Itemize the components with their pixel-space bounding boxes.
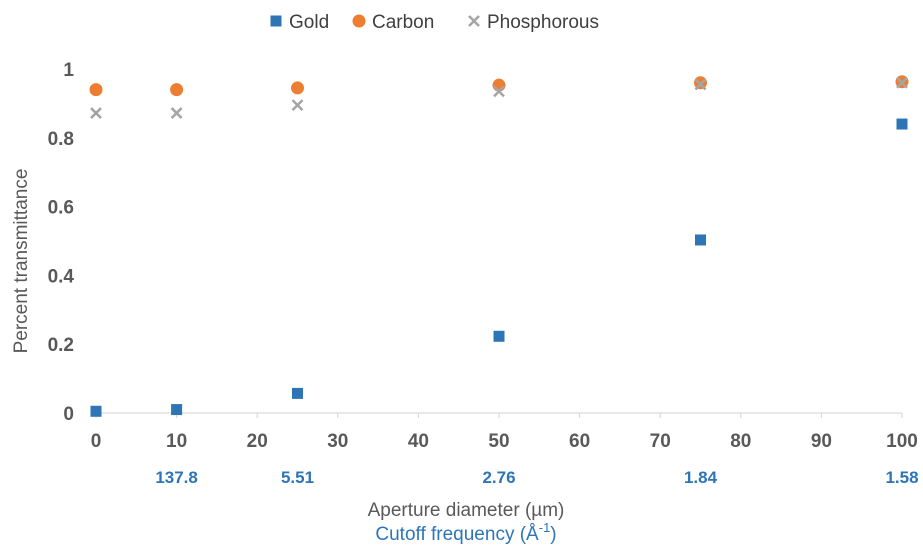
phosphorous-point [493, 85, 505, 98]
y-axis-title: Percent transmittance [11, 169, 32, 354]
x-tick-label: 70 [650, 431, 671, 452]
data-points [89, 75, 909, 417]
x-axis-ticks: 0 10 20 30 40 50 60 70 80 90 100 [91, 413, 918, 452]
cutoff-tick-label: 2.76 [482, 468, 515, 487]
x-tick-label: 10 [166, 431, 187, 452]
x-tick-label: 80 [730, 431, 751, 452]
legend-marker-phosphorous [468, 15, 480, 27]
y-tick-label: 0.8 [48, 129, 74, 150]
cutoff-title-text: Cutoff frequency (Å [375, 524, 539, 545]
y-tick-label: 0.6 [48, 198, 74, 219]
x-tick-label: 50 [488, 431, 509, 452]
series-gold [90, 118, 908, 417]
x-axis-secondary-title: Cutoff frequency (Å-1) [375, 520, 556, 545]
gold-point [695, 234, 706, 246]
y-tick-label: 1 [63, 60, 74, 81]
legend-item-carbon: Carbon [352, 12, 434, 33]
x-tick-label: 30 [327, 431, 348, 452]
legend-label: Phosphorous [487, 12, 599, 33]
y-tick-label: 0.2 [48, 335, 74, 356]
legend-marker-gold [270, 15, 282, 27]
carbon-point [170, 83, 184, 97]
cutoff-tick-label: 1.84 [684, 468, 718, 487]
phosphorous-point [694, 78, 707, 91]
legend-label: Gold [289, 12, 329, 33]
cutoff-frequency-labels: 137.8 5.51 2.76 1.84 1.58 [155, 468, 918, 487]
x-tick-label: 20 [247, 431, 268, 452]
legend-item-phosphorous: Phosphorous [468, 12, 599, 33]
x-tick-label: 100 [886, 431, 918, 452]
cutoff-tick-label: 1.58 [885, 468, 918, 487]
y-tick-label: 0.4 [48, 266, 75, 287]
phosphorous-point [90, 107, 102, 119]
carbon-point [89, 83, 103, 97]
x-tick-label: 90 [811, 431, 832, 452]
gold-point [493, 330, 505, 342]
x-tick-label: 60 [569, 431, 590, 452]
gold-point [896, 118, 908, 130]
y-axis-ticks: 0 0.2 0.4 0.6 0.8 1 [48, 60, 75, 425]
cutoff-title-superscript: -1 [539, 520, 551, 535]
x-axis-title: Aperture diameter (µm) [368, 500, 565, 521]
series-phosphorous [90, 76, 908, 119]
cutoff-title-close: ) [550, 524, 556, 545]
legend-label: Carbon [372, 12, 434, 33]
y-tick-label: 0 [63, 404, 74, 425]
gold-point [90, 405, 102, 417]
gold-point [171, 404, 183, 416]
legend-item-gold: Gold [270, 12, 329, 33]
carbon-point [291, 81, 304, 95]
phosphorous-point [291, 99, 304, 112]
legend-marker-carbon [352, 14, 366, 28]
cutoff-tick-label: 5.51 [281, 468, 314, 487]
x-tick-label: 40 [408, 431, 429, 452]
phosphorous-point [170, 107, 183, 119]
phosphorous-point [896, 76, 908, 89]
gold-point [292, 387, 303, 399]
x-tick-label: 0 [91, 431, 102, 452]
cutoff-tick-label: 137.8 [155, 468, 198, 487]
legend: Gold Carbon Phosphorous [270, 12, 599, 33]
